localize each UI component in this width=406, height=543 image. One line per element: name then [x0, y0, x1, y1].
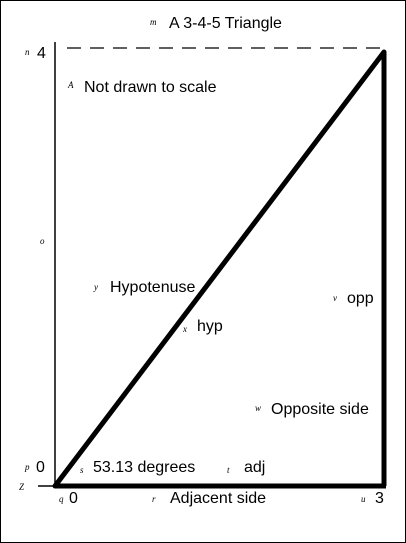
angle-label: 53.13 degrees	[93, 459, 195, 476]
y-tick-top: 4	[37, 45, 46, 62]
opposite-side-tag: w	[255, 403, 261, 413]
title-tag: m	[150, 17, 157, 27]
adj-label: adj	[244, 459, 265, 476]
x-tick-left: 0	[69, 490, 78, 507]
hypotenuse-tag: y	[93, 282, 98, 292]
x-right-tag: u	[361, 494, 366, 504]
y-mid-tag: o	[40, 236, 45, 246]
y-tick-bottom: 0	[36, 459, 45, 476]
adjacent-side-label: Adjacent side	[170, 490, 266, 507]
adj-tag: t	[227, 465, 230, 475]
title: A 3-4-5 Triangle	[169, 15, 282, 32]
x-tick-right: 3	[375, 490, 384, 507]
origin-tag: Z	[19, 482, 25, 492]
x-left-tag: q	[59, 494, 64, 504]
hyp-tag: x	[182, 324, 187, 334]
adjacent-side-tag: r	[152, 494, 156, 504]
opp-label: opp	[347, 290, 374, 307]
hypotenuse-label: Hypotenuse	[110, 279, 195, 296]
note-tag: A	[67, 80, 74, 90]
hypotenuse-line	[52, 49, 387, 489]
note-label: Not drawn to scale	[84, 79, 217, 96]
hyp-label: hyp	[197, 318, 223, 335]
y-bottom-tag: p	[24, 462, 30, 472]
y-top-tag: n	[25, 47, 30, 57]
opposite-side-label: Opposite side	[271, 401, 369, 418]
angle-tag: s	[80, 465, 84, 475]
opp-tag: v	[333, 293, 337, 303]
